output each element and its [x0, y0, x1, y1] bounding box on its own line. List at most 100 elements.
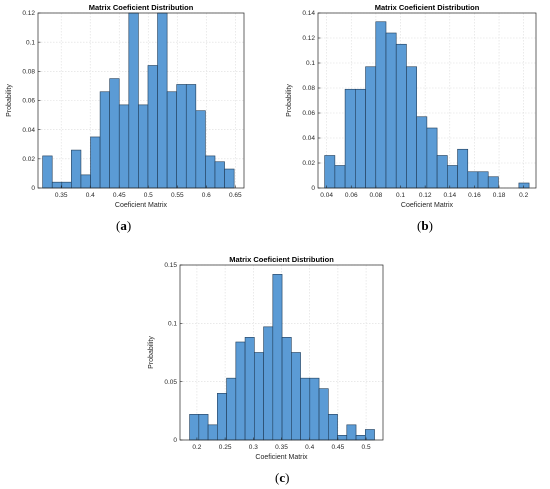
histogram-bar-c-18: [355, 435, 366, 441]
x-tick-label-c-4: 0.4: [305, 444, 314, 451]
histogram-chart-c: 0 0.05 0.1 0.15 0.2 0.25 0.3 0.35 0.4 0.45 0.5 Matr…: [148, 255, 384, 461]
histogram-bar-c-9: [272, 274, 283, 441]
histogram-bar-a-4: [80, 174, 91, 189]
x-tick-label-b-5: 0.14: [443, 192, 456, 199]
y-tick-label-a-4: 0.08: [22, 69, 35, 76]
histogram-bar-a-5: [90, 136, 101, 189]
y-tick-label-a-0: 0: [31, 185, 35, 192]
histogram-bar-c-1: [198, 414, 209, 441]
caption-letter-c: c: [279, 470, 286, 485]
y-axis-label-a: Probability: [6, 84, 13, 117]
histogram-bar-b-10: [426, 127, 438, 189]
y-tick-label-b-3: 0.06: [302, 110, 315, 117]
x-tick-label-b-6: 0.16: [468, 192, 481, 199]
x-tick-label-a-5: 0.6: [202, 192, 211, 199]
x-tick-label-b-8: 0.2: [519, 192, 528, 199]
y-tick-label-a-5: 0.1: [26, 39, 35, 46]
histogram-bar-c-15: [328, 414, 338, 441]
x-tick-label-a-0: 0.35: [55, 192, 68, 199]
chart-panel-b: 0 0.02 0.04 0.06 0.08 0.1 0.12 0.14 0.04 0.06 0.08…: [276, 0, 550, 210]
y-tick-label-a-1: 0.02: [22, 156, 35, 163]
y-tick-label-c-1: 0.05: [164, 379, 177, 386]
histogram-bar-c-8: [263, 326, 274, 441]
caption-a: (a): [116, 218, 132, 233]
histogram-bar-a-0: [42, 155, 53, 189]
histogram-bar-b-0: [324, 155, 336, 189]
histogram-bar-a-8: [118, 104, 130, 189]
y-axis-label-c: Probability: [148, 336, 155, 369]
y-tick-label-c-3: 0.15: [164, 262, 177, 269]
caption-b: (b): [417, 218, 433, 233]
x-axis-label-b: Coeficient Matrix: [401, 202, 454, 209]
x-tick-label-a-6: 0.65: [229, 192, 242, 199]
x-tick-label-b-2: 0.08: [370, 192, 383, 199]
histogram-bar-c-11: [291, 352, 301, 441]
histogram-bar-c-5: [235, 341, 246, 441]
x-tick-label-a-2: 0.45: [113, 192, 126, 199]
x-tick-label-a-1: 0.4: [86, 192, 95, 199]
histogram-bar-a-14: [176, 84, 187, 189]
chart-title-b: Matrix Coeficient Distribution: [375, 3, 480, 12]
histogram-bar-c-2: [207, 424, 218, 441]
y-tick-label-b-0: 0: [311, 185, 315, 192]
axes-box-b: [317, 12, 537, 189]
histogram-bar-a-9: [128, 12, 139, 189]
histogram-bar-c-16: [337, 435, 348, 441]
histogram-bar-a-13: [166, 91, 177, 189]
x-tick-label-b-7: 0.18: [493, 192, 506, 199]
histogram-bar-b-2: [344, 88, 356, 189]
histogram-bar-b-5: [375, 21, 387, 189]
histogram-bar-a-1: [51, 181, 63, 189]
y-tick-label-a-6: 0.12: [22, 10, 35, 17]
histogram-bar-b-4: [365, 66, 377, 189]
x-tick-label-c-5: 0.45: [332, 444, 345, 451]
histogram-bar-c-14: [318, 388, 329, 441]
histogram-bar-b-6: [385, 32, 397, 189]
histogram-bar-c-12: [300, 377, 311, 441]
chart-panel-a: 0 0.02 0.04 0.06 0.08 0.1 0.12 0.35 0.4 0.45 0.5 0.…: [0, 0, 270, 210]
y-axis-label-b: Probability: [286, 84, 293, 117]
y-tick-label-b-4: 0.08: [302, 85, 315, 92]
y-tick-label-b-1: 0.02: [302, 160, 315, 167]
histogram-bar-a-3: [71, 149, 82, 189]
histogram-bar-b-16: [487, 176, 499, 189]
histogram-bar-b-11: [436, 155, 448, 189]
histogram-bar-c-19: [364, 429, 375, 441]
y-tick-label-b-2: 0.04: [302, 135, 315, 142]
x-tick-label-b-1: 0.06: [345, 192, 358, 199]
histogram-bar-b-14: [467, 171, 479, 189]
histogram-bar-b-13: [457, 148, 469, 189]
histogram-bar-b-9: [416, 116, 428, 189]
x-axis-label-c: Coeficient Matrix: [255, 454, 308, 461]
x-tick-label-c-6: 0.5: [362, 444, 371, 451]
chart-panel-c: 0 0.05 0.1 0.15 0.2 0.25 0.3 0.35 0.4 0.45 0.5 Matr…: [140, 252, 400, 467]
histogram-bar-a-6: [99, 91, 110, 189]
histogram-bar-a-12: [157, 12, 168, 189]
x-tick-label-a-4: 0.55: [171, 192, 184, 199]
caption-letter-a: a: [120, 218, 127, 233]
x-tick-label-c-2: 0.3: [249, 444, 258, 451]
histogram-bar-c-17: [346, 424, 357, 441]
histogram-bar-c-3: [217, 393, 227, 441]
x-tick-label-c-0: 0.2: [192, 444, 201, 451]
x-tick-label-b-3: 0.1: [396, 192, 405, 199]
x-tick-label-c-3: 0.35: [275, 444, 288, 451]
y-tick-label-b-5: 0.1: [306, 60, 315, 67]
histogram-bar-a-7: [109, 78, 120, 189]
caption-letter-b: b: [421, 218, 429, 233]
histogram-bar-a-17: [205, 155, 216, 189]
y-tick-label-b-6: 0.12: [302, 35, 315, 42]
y-tick-label-c-0: 0: [173, 437, 177, 444]
histogram-bar-b-7: [395, 43, 407, 189]
histogram-bar-b-12: [447, 165, 458, 189]
caption-c: (c): [275, 470, 290, 485]
histogram-bar-c-6: [244, 337, 255, 441]
histogram-chart-b: 0 0.02 0.04 0.06 0.08 0.1 0.12 0.14 0.04 0.06 0.08…: [286, 3, 537, 209]
histogram-bar-c-0: [189, 414, 200, 441]
x-tick-label-c-1: 0.25: [219, 444, 232, 451]
histogram-bar-b-19: [518, 182, 530, 189]
histogram-chart-a: 0 0.02 0.04 0.06 0.08 0.1 0.12 0.35 0.4 0.45 0.5 0.…: [6, 3, 245, 209]
histogram-bar-a-16: [195, 110, 206, 189]
histogram-bar-a-18: [214, 161, 225, 189]
histogram-bar-b-15: [477, 171, 489, 189]
